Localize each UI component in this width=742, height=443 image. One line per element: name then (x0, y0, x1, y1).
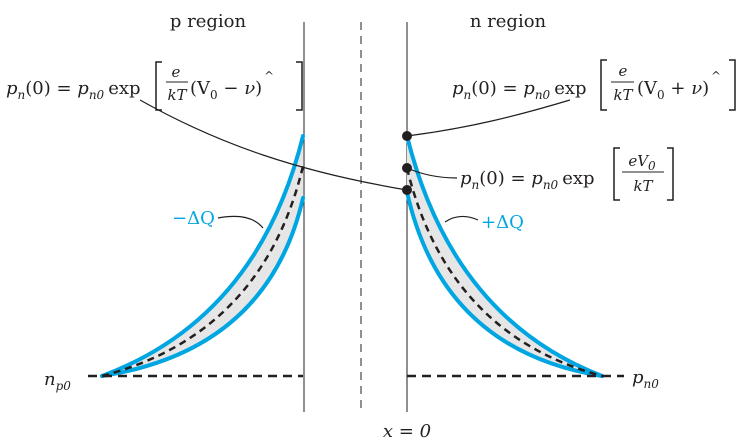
right-top-equation: pn(0) = pn0 exp e kT (V0 + ν) ^ (452, 59, 736, 111)
svg-text:kT: kT (613, 86, 633, 104)
right-lower-curve (405, 190, 604, 378)
right-mid-bracket-close (667, 147, 674, 201)
left-equation: pn(0) = pn0 exp e kT (V0 − ν) ^ (6, 61, 303, 111)
right-upper-curve (405, 134, 604, 378)
svg-text:^: ^ (264, 69, 274, 83)
origin-label: x = 0 (383, 421, 431, 442)
p-region-label: p region (170, 11, 247, 32)
left-steady-state-curve (101, 165, 305, 378)
dot-forward-boundary (402, 131, 412, 141)
right-charge-label: +ΔQ (481, 212, 524, 233)
right-charge-leader (444, 215, 479, 223)
right-charge-area (407, 136, 602, 376)
svg-text:e: e (619, 62, 628, 80)
right-mid-bracket-open (613, 147, 620, 201)
left-charge-leader (217, 215, 264, 229)
svg-text:e: e (172, 63, 181, 81)
dot-equilibrium-boundary (402, 163, 412, 173)
right-steady-state-curve (405, 167, 603, 378)
svg-text:^: ^ (711, 69, 721, 83)
left-equilibrium-label: np0 (44, 369, 71, 393)
left-bracket-open (155, 61, 162, 111)
svg-text:kT: kT (167, 86, 187, 104)
svg-text:(V0 − ν): (V0 − ν) (190, 78, 262, 102)
right-equilibrium-label: pn0 (632, 367, 659, 391)
n-region-label: n region (470, 11, 547, 32)
right-top-equation-leader (406, 99, 571, 137)
dot-reduced-boundary (402, 185, 412, 195)
left-charge-label: −ΔQ (172, 208, 215, 229)
svg-text:(V0 + ν): (V0 + ν) (637, 78, 709, 102)
right-top-bracket-close (729, 59, 736, 111)
left-lower-curve (100, 196, 305, 378)
left-equation-leader (139, 99, 408, 191)
right-mid-equation: pn(0) = pn0 exp eV0 kT (460, 147, 674, 201)
left-upper-curve (100, 134, 305, 378)
svg-text:kT: kT (633, 177, 653, 195)
left-bracket-close (296, 61, 303, 111)
svg-text:eV0: eV0 (628, 152, 656, 173)
right-top-bracket-open (600, 59, 607, 111)
